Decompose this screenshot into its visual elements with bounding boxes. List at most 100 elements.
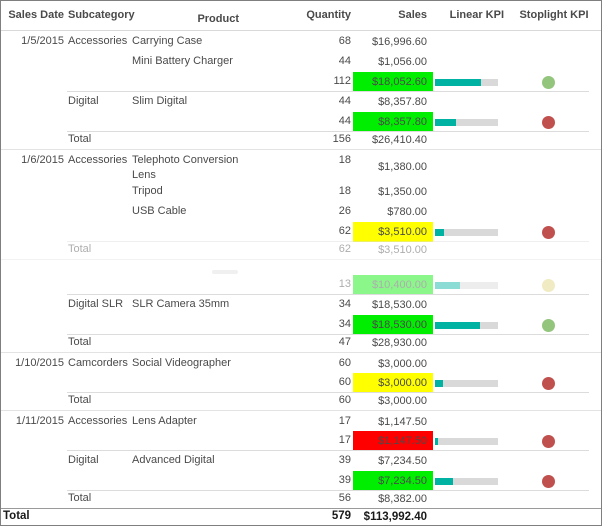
cell-product	[132, 314, 244, 336]
cell-stoplight-kpi	[507, 450, 601, 472]
detail-row[interactable]: USB Cable 26 $780.00	[1, 201, 601, 221]
cell-quantity: 39	[338, 454, 351, 466]
obscured-row[interactable]	[1, 259, 601, 274]
cell-subcategory	[67, 470, 132, 492]
cell-quantity: 47	[338, 336, 351, 348]
cell-product	[132, 221, 244, 243]
subtotal-row[interactable]: 39 $7,234.50	[1, 470, 601, 492]
detail-row[interactable]: Mini Battery Charger 44 $1,056.00	[1, 51, 601, 71]
sales-value: $780.00	[387, 206, 427, 218]
subtotal-row[interactable]: 60 $3,000.00	[1, 372, 601, 394]
cell-subcategory	[67, 221, 132, 243]
sales-value: $7,234.50	[378, 455, 427, 467]
detail-row[interactable]: 1/11/2015 Accessories Lens Adapter 17 $1…	[1, 410, 601, 430]
cell-sales-date	[1, 201, 67, 223]
obscured-text-smudge	[212, 270, 238, 274]
column-header-quantity[interactable]: Quantity	[306, 9, 351, 21]
cell-stoplight-kpi	[507, 314, 601, 336]
cell-sales-date: 1/6/2015	[21, 154, 64, 166]
cell-sales-date	[1, 450, 67, 472]
detail-row[interactable]: Digital SLR SLR Camera 35mm 34 $18,530.0…	[1, 294, 601, 314]
detail-row[interactable]: 1/5/2015 Accessories Carrying Case 68 $1…	[1, 31, 601, 51]
cell-sales-date	[1, 91, 67, 113]
detail-row[interactable]: 1/6/2015 Accessories Telephoto Conversio…	[1, 149, 601, 181]
cell-quantity: 44	[338, 115, 351, 127]
cell-product: Slim Digital	[132, 95, 188, 107]
linear-kpi-bar-fill	[435, 321, 481, 329]
cell-sales: $1,056.00	[353, 51, 433, 73]
linear-kpi-bar-fill	[435, 228, 445, 236]
sales-value: $3,000.00	[378, 358, 427, 370]
cell-product: Tripod	[132, 185, 163, 197]
cell-stoplight-kpi	[507, 221, 601, 243]
sales-value: $113,992.40	[363, 511, 427, 523]
column-header-linear-kpi[interactable]: Linear KPI	[449, 9, 504, 21]
column-header-sales-date[interactable]: Sales Date	[8, 9, 64, 21]
cell-sales-date	[1, 181, 67, 203]
column-header-subcategory[interactable]: Subcategory	[68, 9, 135, 21]
group-total-row[interactable]: Total 56 $8,382.00	[1, 490, 601, 508]
subtotal-row[interactable]: 34 $18,530.00	[1, 314, 601, 336]
linear-kpi-bar-fill	[435, 477, 453, 485]
linear-kpi-bar	[435, 228, 498, 236]
stoplight-dot	[541, 318, 555, 332]
grand-total-row[interactable]: Total 579 $113,992.40	[1, 508, 601, 525]
group-total-row[interactable]: Total 156 $26,410.40	[1, 131, 601, 149]
cell-stoplight-kpi	[507, 274, 601, 296]
cell-subcategory: Digital	[68, 454, 99, 466]
cell-sales: $18,530.00	[353, 314, 433, 336]
column-header-sales[interactable]: Sales	[398, 9, 427, 21]
subtotal-row[interactable]: 13 $10,400.00	[1, 274, 601, 296]
linear-kpi-bar	[435, 78, 498, 86]
cell-stoplight-kpi	[507, 372, 601, 394]
cell-sales: $26,410.40	[353, 131, 433, 150]
cell-linear-kpi	[433, 490, 507, 509]
detail-row[interactable]: Digital Slim Digital 44 $8,357.80	[1, 91, 601, 111]
cell-product	[132, 509, 244, 525]
subtotal-row[interactable]: 112 $18,052.60	[1, 71, 601, 93]
column-header-stoplight-kpi[interactable]: Stoplight KPI	[519, 9, 589, 21]
column-header-product[interactable]: Product	[197, 13, 239, 25]
group-total-row[interactable]: Total 47 $28,930.00	[1, 334, 601, 352]
sales-value: $18,530.00	[371, 299, 427, 311]
sales-value	[353, 261, 433, 273]
table-body: 1/5/2015 Accessories Carrying Case 68 $1…	[1, 31, 601, 525]
cell-subcategory: Accessories	[68, 35, 128, 47]
cell-sales-date	[1, 490, 67, 509]
cell-product	[132, 372, 244, 394]
cell-sales: $28,930.00	[353, 334, 433, 353]
linear-kpi-bar	[435, 437, 498, 445]
sales-value: $10,400.00	[353, 275, 433, 295]
cell-stoplight-kpi	[507, 392, 601, 411]
sales-value: $1,147.50	[378, 416, 427, 428]
sales-value: $8,357.80	[378, 96, 427, 108]
cell-sales: $780.00	[353, 201, 433, 223]
cell-sales: $3,510.00	[353, 221, 433, 243]
cell-sales-date	[1, 334, 67, 353]
sales-value: $3,000.00	[353, 373, 433, 393]
cell-sales: $3,000.00	[353, 392, 433, 411]
detail-row[interactable]: Tripod 18 $1,350.00	[1, 181, 601, 201]
cell-sales: $16,996.60	[353, 31, 433, 53]
cell-product	[132, 430, 244, 452]
cell-sales: $18,052.60	[353, 71, 433, 93]
header-row: Sales Date Subcategory Product Quantity …	[1, 1, 601, 31]
cell-quantity: 34	[338, 298, 351, 310]
cell-sales: $1,147.50	[353, 411, 433, 433]
sales-value: $8,382.00	[378, 493, 427, 505]
subtotal-row[interactable]: 44 $8,357.80	[1, 111, 601, 132]
cell-linear-kpi	[433, 201, 507, 223]
cell-product	[132, 274, 244, 296]
subtotal-row[interactable]: 62 $3,510.00	[1, 221, 601, 243]
stoplight-dot	[541, 278, 555, 292]
sales-value: $1,350.00	[378, 186, 427, 198]
group-total-row[interactable]: Total 62 $3,510.00	[1, 241, 601, 259]
detail-row[interactable]: 1/10/2015 Camcorders Social Videographer…	[1, 352, 601, 372]
cell-stoplight-kpi	[507, 294, 601, 316]
cell-product	[132, 260, 244, 274]
cell-quantity: 18	[338, 185, 351, 197]
subtotal-row[interactable]: 17 $1,147.50	[1, 430, 601, 452]
cell-linear-kpi	[433, 509, 507, 525]
detail-row[interactable]: Digital Advanced Digital 39 $7,234.50	[1, 450, 601, 470]
group-total-row[interactable]: Total 60 $3,000.00	[1, 392, 601, 410]
